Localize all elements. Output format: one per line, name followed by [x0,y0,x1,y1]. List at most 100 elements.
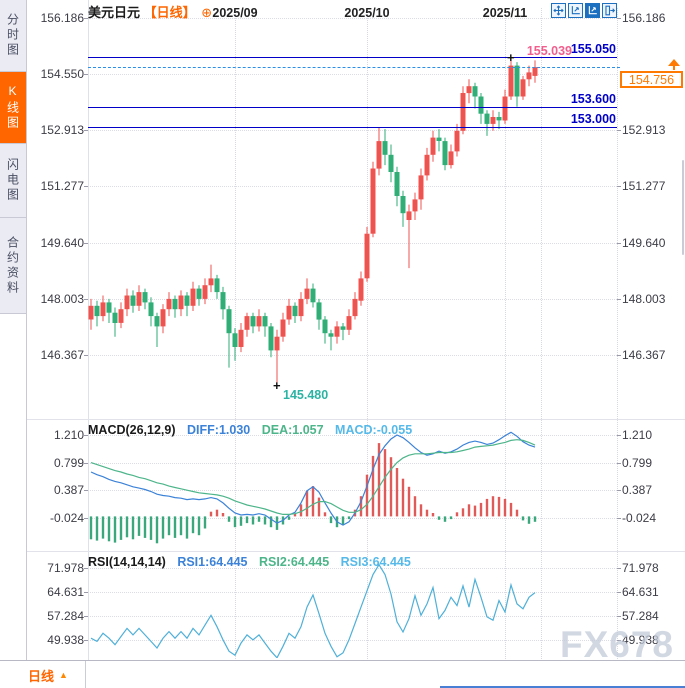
axis-tick-label: 156.186 [622,11,666,25]
rsi1-value: RSI1:64.445 [177,555,248,569]
period-selector[interactable]: 日线 ▲ [0,661,86,688]
axis-tick-label: -0.024 [49,511,84,525]
horizontal-level-line [88,107,617,108]
axis-tick-label: 154.550 [40,67,84,81]
axis-tick-label: 0.387 [622,483,653,497]
macd-dea-value: DEA:1.057 [261,423,324,437]
axis-tick [617,640,621,641]
gridline [88,18,617,19]
time-axis-bar: 日线 ▲ [0,660,685,688]
axis-tick [84,463,88,464]
axis-tick [617,490,621,491]
axis-tick [84,355,88,356]
axis-tick [84,640,88,641]
level-price-label: 153.600 [570,92,616,106]
axis-tick-label: 71.978 [622,561,659,575]
caret-up-icon: ▲ [59,670,68,680]
sidebar-tab-time-chart[interactable]: 分时图 [0,0,26,72]
high-cross-marker: + [507,50,515,65]
axis-tick [617,243,621,244]
candlestick-chart[interactable] [88,0,617,414]
sidebar-tab-kline-chart[interactable]: K线图 [0,72,26,144]
axis-tick [617,355,621,356]
axis-tick-label: 151.277 [622,179,666,193]
axis-scale-active-icon[interactable] [585,3,600,18]
level-price-label: 155.050 [570,42,616,56]
axis-tick [84,18,88,19]
macd-diff-value: DIFF:1.030 [187,423,251,437]
axis-tick [617,18,621,19]
sidebar-tab-lightning-chart[interactable]: 闪电图 [0,144,26,218]
axis-tick [84,186,88,187]
current-price-line [88,67,620,68]
exit-chart-icon[interactable] [602,3,617,18]
crosshair-move-icon[interactable] [551,3,566,18]
gridline [88,355,617,356]
high-price-label: 155.039 [526,44,572,58]
visible-range-indicator[interactable] [440,686,685,688]
axis-tick [84,568,88,569]
horizontal-level-line [88,57,617,58]
axis-tick [84,435,88,436]
horizontal-level-line [88,127,617,128]
right-scrollbar-thumb[interactable] [682,160,684,255]
macd-header: MACD(26,12,9) DIFF:1.030 DEA:1.057 MACD:… [88,423,412,437]
rsi3-value: RSI3:64.445 [340,555,411,569]
axis-tick-label: 71.978 [47,561,84,575]
chart-toolbar [551,3,617,18]
axis-tick-label: 151.277 [40,179,84,193]
period-label: 日线 [28,668,55,684]
axis-scale-icon[interactable] [568,3,583,18]
axis-tick-label: 0.799 [53,456,84,470]
axis-tick-label: 49.938 [47,633,84,647]
axis-tick-label: 1.210 [53,428,84,442]
gridline [88,490,617,491]
month-gridline [367,8,368,659]
low-price-label: 145.480 [283,388,329,402]
axis-tick-label: 0.799 [622,456,653,470]
gridline [88,640,617,641]
gridline [88,463,617,464]
date-label: 2025/11 [482,6,528,20]
axis-tick-label: 57.284 [622,609,659,623]
level-price-label: 153.000 [570,112,616,126]
low-cross-marker: + [273,378,281,393]
axis-tick [84,74,88,75]
gridline [88,435,617,436]
axis-tick-label: 148.003 [40,292,84,306]
rsi2-value: RSI2:64.445 [258,555,330,569]
add-indicator-icon[interactable]: ⊕ [201,5,213,20]
axis-tick [617,186,621,187]
axis-tick-label: 49.938 [622,633,659,647]
axis-tick-label: 146.367 [40,348,84,362]
gridline [88,568,617,569]
plot-right-edge [617,8,618,659]
axis-tick-label: 152.913 [622,123,666,137]
rsi-chart[interactable] [88,552,617,658]
axis-tick [617,592,621,593]
axis-tick [84,592,88,593]
axis-tick-label: 0.387 [53,483,84,497]
axis-tick-label: 64.631 [47,585,84,599]
axis-tick [617,568,621,569]
symbol-name: 美元日元 [88,5,141,20]
sidebar-tab-contract-info[interactable]: 合约资料 [0,218,26,314]
axis-tick [617,435,621,436]
gridline [88,74,617,75]
gridline [88,592,617,593]
period-tag: 【日线】 [143,5,196,20]
rsi-title: RSI(14,14,14) [88,555,166,569]
axis-tick-label: 156.186 [40,11,84,25]
axis-tick [84,518,88,519]
plot-left-edge [88,0,89,660]
gridline [88,130,617,131]
axis-tick [84,490,88,491]
price-up-arrow-icon [668,59,680,70]
macd-hist-value: MACD:-0.055 [335,423,413,437]
axis-tick [617,616,621,617]
macd-chart[interactable] [88,420,617,548]
rsi-header: RSI(14,14,14) RSI1:64.445 RSI2:64.445 RS… [88,555,411,569]
date-label: 2025/10 [344,6,390,20]
axis-tick-label: 152.913 [40,123,84,137]
